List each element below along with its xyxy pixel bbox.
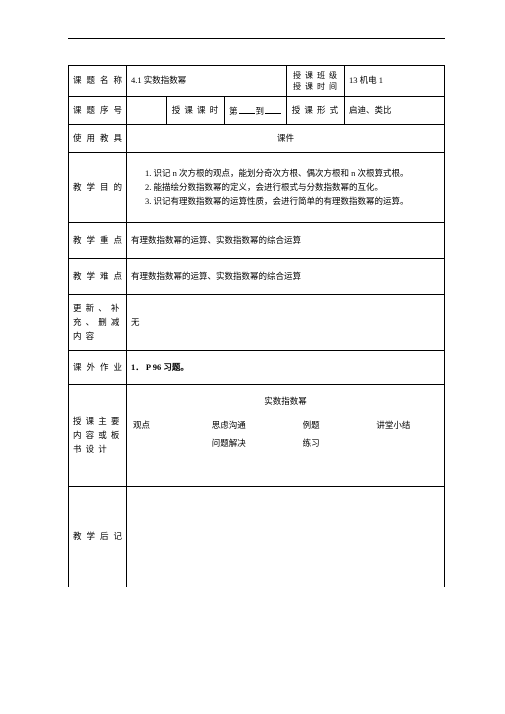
value-topic-name: 4.1 实数指数幂 bbox=[127, 66, 287, 97]
row-board: 授 课 主 要 内 容 或 板 书 设 计 实数指数幂 观点 思虑沟通 例题 讲… bbox=[69, 385, 445, 487]
label-after: 教 学 后 记 bbox=[69, 487, 127, 587]
label-class-time: 授 课 班 级 授 课 时 间 bbox=[287, 66, 345, 97]
board-c1b: 问题解决 bbox=[188, 437, 269, 451]
value-difficulty: 有理数指数幂的运算、实数指数幂的综合运算 bbox=[127, 259, 445, 295]
value-objectives: 1. 识记 n 次方根的观点，能划分奇次方根、偶次方根和 n 次根算式根。 2.… bbox=[127, 153, 445, 223]
obj-2: 2. 能描绘分数指数幂的定义，会进行根式与分数指数幂的互化。 bbox=[145, 181, 438, 195]
period-mid: 到 bbox=[256, 106, 265, 116]
board-inner: 实数指数幂 观点 思虑沟通 例题 讲堂小结 问题解决 练习 bbox=[133, 395, 438, 454]
row-keypoint: 教 学 重 点 有理数指数幂的运算、实数指数幂的综合运算 bbox=[69, 223, 445, 259]
label-board-2: 内 容 或 板 bbox=[73, 429, 122, 443]
period-blank-2 bbox=[265, 104, 281, 114]
board-title: 实数指数幂 bbox=[133, 395, 438, 409]
period-blank-1 bbox=[239, 104, 255, 114]
row-topic: 课 题 名 称 4.1 实数指数幂 授 课 班 级 授 课 时 间 13 机电 … bbox=[69, 66, 445, 97]
value-form: 启迪、类比 bbox=[345, 97, 445, 125]
row-objectives: 教 学 目 的 1. 识记 n 次方根的观点，能划分奇次方根、偶次方根和 n 次… bbox=[69, 153, 445, 223]
row-homework: 课 外 作 业 1． P 96 习题。 bbox=[69, 351, 445, 385]
obj-1: 1. 识记 n 次方根的观点，能划分奇次方根、偶次方根和 n 次根算式根。 bbox=[145, 167, 438, 181]
row-after: 教 学 后 记 bbox=[69, 487, 445, 587]
period-prefix: 第 bbox=[229, 106, 238, 116]
row-difficulty: 教 学 难 点 有理数指数幂的运算、实数指数幂的综合运算 bbox=[69, 259, 445, 295]
label-difficulty: 教 学 难 点 bbox=[69, 259, 127, 295]
label-change-1: 更 新 、 补 bbox=[73, 302, 122, 316]
label-board-1: 授 课 主 要 bbox=[73, 415, 122, 429]
lesson-plan-table: 课 题 名 称 4.1 实数指数幂 授 课 班 级 授 课 时 间 13 机电 … bbox=[68, 65, 445, 587]
label-change-2: 充 、 删 减 bbox=[73, 316, 122, 330]
board-left: 观点 bbox=[133, 419, 187, 433]
board-c3b bbox=[353, 437, 434, 451]
board-c2a: 例题 bbox=[270, 419, 351, 433]
label-keypoint: 教 学 重 点 bbox=[69, 223, 127, 259]
board-c3a: 讲堂小结 bbox=[353, 419, 434, 433]
row-tools: 使 用 教 具 课件 bbox=[69, 125, 445, 153]
value-homework: 1． P 96 习题。 bbox=[127, 351, 445, 385]
label-form: 授 课 形 式 bbox=[287, 97, 345, 125]
row-serial: 课 题 序 号 授 课 课 时 第到 授 课 形 式 启迪、类比 bbox=[69, 97, 445, 125]
value-class-name: 13 机电 1 bbox=[345, 66, 445, 97]
label-change-3: 内 容 bbox=[73, 330, 122, 344]
value-after bbox=[127, 487, 445, 587]
label-change: 更 新 、 补 充 、 删 减 内 容 bbox=[69, 295, 127, 351]
value-board: 实数指数幂 观点 思虑沟通 例题 讲堂小结 问题解决 练习 bbox=[127, 385, 445, 487]
value-change: 无 bbox=[127, 295, 445, 351]
board-row-1: 观点 思虑沟通 例题 讲堂小结 bbox=[133, 419, 438, 437]
label-topic-no: 课 题 序 号 bbox=[69, 97, 127, 125]
value-tools: 课件 bbox=[127, 125, 445, 153]
row-change: 更 新 、 补 充 、 删 减 内 容 无 bbox=[69, 295, 445, 351]
page-container: 课 题 名 称 4.1 实数指数幂 授 课 班 级 授 课 时 间 13 机电 … bbox=[0, 0, 505, 714]
label-topic-name: 课 题 名 称 bbox=[69, 66, 127, 97]
label-board-3: 书 设 计 bbox=[73, 443, 122, 457]
label-board: 授 课 主 要 内 容 或 板 书 设 计 bbox=[69, 385, 127, 487]
board-c2b: 练习 bbox=[270, 437, 351, 451]
label-homework: 课 外 作 业 bbox=[69, 351, 127, 385]
header-rule bbox=[68, 38, 445, 39]
board-row-2: 问题解决 练习 bbox=[133, 437, 438, 455]
board-c1a: 思虑沟通 bbox=[188, 419, 269, 433]
label-tools: 使 用 教 具 bbox=[69, 125, 127, 153]
value-keypoint: 有理数指数幂的运算、实数指数幂的综合运算 bbox=[127, 223, 445, 259]
label-time: 授 课 时 间 bbox=[291, 81, 340, 92]
label-objectives: 教 学 目 的 bbox=[69, 153, 127, 223]
value-topic-no bbox=[127, 97, 167, 125]
value-periods: 第到 bbox=[225, 97, 287, 125]
obj-3: 3. 识记有理数指数幂的运算性质，会进行简单的有理数指数幂的运算。 bbox=[145, 195, 438, 209]
label-class: 授 课 班 级 bbox=[291, 70, 340, 81]
label-periods: 授 课 课 时 bbox=[167, 97, 225, 125]
board-left-empty bbox=[133, 437, 187, 451]
